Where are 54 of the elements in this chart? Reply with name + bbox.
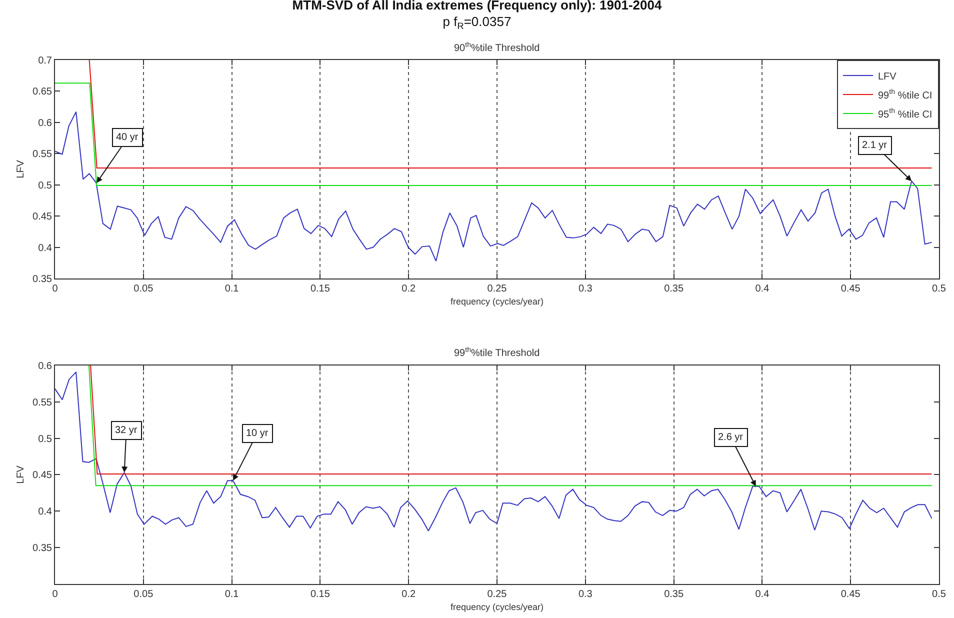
text: 90$^{th}$%tile Threshold	[454, 41, 540, 54]
x-axis-title: frequency (cycles/year)	[450, 296, 544, 306]
y-tick-label: 0.6	[38, 360, 52, 372]
chart-title: MTM-SVD of All India extremes (Frequency only): 1901-2004	[292, 0, 662, 12]
annotation: 10 yr	[246, 428, 269, 439]
annotation: 2.6 yr	[718, 432, 744, 443]
y-tick-label: 0.65	[32, 86, 52, 98]
y-tick-label: 0.4	[38, 506, 52, 518]
x-tick-label: 0.4	[755, 284, 770, 295]
x-tick-label: 0.45	[840, 589, 861, 600]
y-tick-label: 0.45	[32, 212, 52, 223]
legend-label: 99$^{th}$ %tile CI	[878, 88, 932, 102]
y-tick-label: 0.5	[38, 180, 52, 192]
x-tick-label: 0.05	[134, 284, 154, 295]
x-tick-label: 0.25	[487, 589, 508, 600]
x-tick-label: 0.5	[932, 284, 946, 295]
y-tick-label: 0.5	[38, 434, 52, 445]
line-series	[55, 111, 932, 262]
legend-label: LFV	[878, 71, 897, 82]
x-tick-label: 0.2	[402, 589, 416, 600]
y-axis-title: LFV	[16, 465, 27, 484]
y-tick-label: 0.4	[38, 242, 52, 254]
x-tick-label: 0.15	[310, 284, 330, 295]
y-tick-label: 0.55	[32, 397, 52, 408]
x-tick-label: 0.3	[578, 284, 593, 295]
legend-label: 95$^{th}$ %tile CI	[878, 107, 932, 120]
x-tick-label: 0	[52, 589, 58, 600]
x-tick-label: 0.45	[840, 284, 861, 295]
x-tick-label: 0.35	[664, 589, 684, 600]
x-tick-label: 0.15	[310, 589, 330, 600]
chart-title: 99$^{th}$%tile Threshold	[454, 346, 540, 360]
y-tick-label: 0.35	[32, 274, 52, 286]
y-tick-label: 0.55	[32, 149, 52, 160]
y-tick-label: 0.35	[32, 543, 52, 554]
line-series	[55, 372, 932, 532]
x-tick-label: 0	[52, 284, 58, 295]
x-tick-label: 0.25	[487, 284, 508, 295]
y-tick-label: 0.6	[38, 118, 52, 129]
y-tick-label: 0.7	[38, 56, 52, 66]
x-axis-title: frequency (cycles/year)	[450, 602, 544, 612]
y-axis-title: LFV	[16, 160, 27, 178]
annotation: 40 yr	[116, 132, 139, 143]
x-tick-label: 0.1	[224, 589, 240, 600]
chart-subtitle: p f$_{R}$=0.0357	[442, 14, 512, 31]
x-tick-label: 0.3	[578, 589, 593, 600]
x-tick-label: 0.05	[134, 589, 154, 600]
annotation: 2.1 yr	[862, 140, 888, 151]
x-tick-label: 0.1	[224, 284, 240, 295]
x-tick-label: 0.35	[664, 284, 684, 295]
annotation: 32 yr	[115, 425, 138, 436]
x-tick-label: 0.5	[932, 589, 946, 600]
y-tick-label: 0.45	[32, 470, 52, 482]
x-tick-label: 0.4	[755, 589, 770, 600]
x-tick-label: 0.2	[402, 284, 416, 295]
